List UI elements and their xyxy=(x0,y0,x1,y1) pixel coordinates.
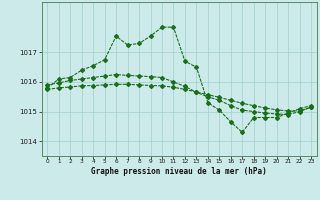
X-axis label: Graphe pression niveau de la mer (hPa): Graphe pression niveau de la mer (hPa) xyxy=(91,167,267,176)
